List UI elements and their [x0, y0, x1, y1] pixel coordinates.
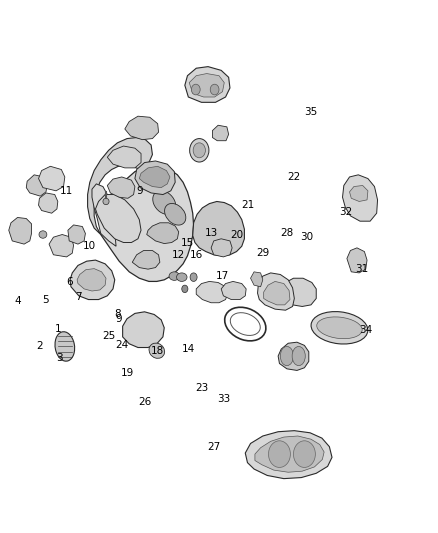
Polygon shape: [251, 272, 263, 287]
Polygon shape: [212, 125, 229, 141]
Text: 10: 10: [83, 241, 96, 251]
Text: 18: 18: [151, 346, 164, 356]
Polygon shape: [92, 184, 116, 246]
Polygon shape: [255, 436, 324, 472]
Ellipse shape: [193, 143, 205, 158]
Polygon shape: [88, 138, 152, 235]
Polygon shape: [9, 217, 32, 244]
Text: 21: 21: [241, 200, 254, 210]
Text: 7: 7: [74, 293, 81, 302]
Text: 9: 9: [115, 314, 122, 324]
Text: 32: 32: [339, 207, 353, 217]
Text: 24: 24: [115, 341, 128, 350]
Text: 26: 26: [138, 398, 151, 407]
Polygon shape: [132, 251, 160, 269]
Polygon shape: [39, 193, 58, 213]
Text: 2: 2: [36, 342, 43, 351]
Polygon shape: [135, 161, 175, 195]
Ellipse shape: [280, 346, 293, 366]
Text: 1: 1: [55, 325, 62, 334]
Ellipse shape: [292, 346, 305, 366]
Polygon shape: [221, 281, 246, 300]
Polygon shape: [125, 116, 159, 140]
Polygon shape: [77, 269, 106, 291]
Polygon shape: [245, 431, 332, 479]
Text: 3: 3: [56, 353, 63, 363]
Polygon shape: [107, 177, 135, 198]
Text: 5: 5: [42, 295, 49, 304]
Text: 4: 4: [14, 296, 21, 306]
Ellipse shape: [39, 231, 47, 238]
Polygon shape: [278, 342, 309, 370]
Text: 31: 31: [355, 264, 368, 274]
Ellipse shape: [210, 84, 219, 95]
Polygon shape: [350, 185, 368, 201]
Polygon shape: [39, 166, 65, 191]
Polygon shape: [196, 281, 228, 303]
Text: 28: 28: [280, 229, 293, 238]
Text: 29: 29: [256, 248, 269, 258]
Polygon shape: [258, 273, 294, 310]
Text: 33: 33: [217, 394, 230, 403]
Ellipse shape: [182, 285, 188, 293]
Polygon shape: [281, 278, 316, 306]
Ellipse shape: [293, 441, 315, 467]
Text: 19: 19: [120, 368, 134, 378]
Ellipse shape: [165, 204, 186, 225]
Polygon shape: [147, 223, 179, 244]
Ellipse shape: [153, 191, 176, 214]
Polygon shape: [26, 175, 47, 196]
Ellipse shape: [149, 343, 165, 358]
Ellipse shape: [169, 272, 180, 280]
Text: 25: 25: [102, 331, 115, 341]
Ellipse shape: [268, 441, 290, 467]
Ellipse shape: [103, 198, 109, 205]
Polygon shape: [107, 146, 141, 168]
Polygon shape: [343, 175, 378, 221]
Ellipse shape: [190, 139, 209, 162]
Text: 14: 14: [182, 344, 195, 354]
Polygon shape: [49, 235, 74, 257]
Polygon shape: [101, 165, 194, 281]
Polygon shape: [211, 239, 232, 257]
Text: 22: 22: [288, 172, 301, 182]
Ellipse shape: [177, 273, 187, 281]
Text: 6: 6: [66, 278, 73, 287]
Text: 17: 17: [216, 271, 229, 281]
Polygon shape: [123, 312, 164, 348]
Ellipse shape: [191, 84, 200, 95]
Polygon shape: [185, 67, 230, 102]
Polygon shape: [347, 248, 367, 273]
Text: 8: 8: [114, 310, 121, 319]
Text: 16: 16: [190, 250, 203, 260]
Polygon shape: [70, 260, 115, 300]
Ellipse shape: [311, 312, 368, 344]
Polygon shape: [264, 281, 290, 305]
Polygon shape: [139, 166, 170, 188]
Text: 13: 13: [205, 229, 218, 238]
Text: 20: 20: [230, 230, 243, 239]
Text: 11: 11: [60, 186, 73, 196]
Ellipse shape: [55, 332, 74, 361]
Text: 15: 15: [181, 238, 194, 247]
Text: 23: 23: [196, 383, 209, 393]
Text: 30: 30: [300, 232, 313, 242]
Text: 9: 9: [136, 186, 143, 196]
Polygon shape: [95, 195, 141, 243]
Text: 12: 12: [172, 250, 185, 260]
Text: 27: 27: [207, 442, 220, 451]
Text: 35: 35: [304, 107, 318, 117]
Ellipse shape: [317, 317, 362, 338]
Ellipse shape: [190, 273, 197, 281]
Polygon shape: [193, 201, 244, 256]
Polygon shape: [68, 225, 85, 244]
Text: 34: 34: [359, 326, 372, 335]
Polygon shape: [189, 74, 224, 97]
